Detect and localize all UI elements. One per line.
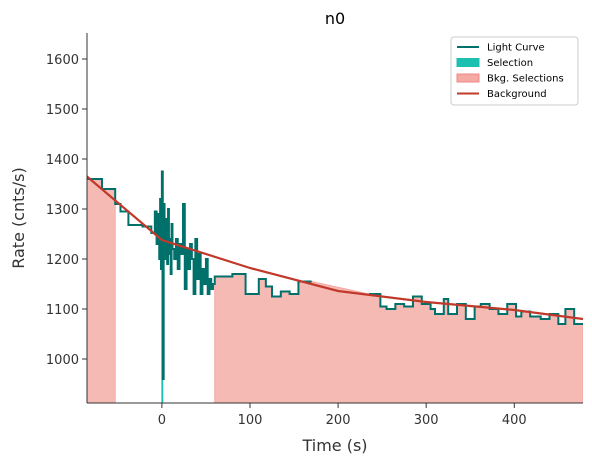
- y-tick-label: 1300: [46, 203, 79, 218]
- x-tick-label: 400: [502, 413, 527, 428]
- y-tick-label: 1200: [46, 253, 79, 268]
- bkg-selection-area: [87, 178, 116, 403]
- y-axis-label: Rate (cnts/s): [9, 167, 28, 269]
- y-tick-label: 1000: [46, 353, 79, 368]
- x-tick-label: 0: [158, 413, 166, 428]
- light-curve: [87, 170, 583, 380]
- legend-swatch: [456, 58, 480, 67]
- y-tick-label: 1500: [46, 103, 79, 118]
- x-tick-label: 300: [414, 413, 439, 428]
- plot-area: [87, 170, 583, 403]
- legend: Light Curve Selection Bkg. Selections Backg…: [450, 36, 579, 106]
- legend-label: Light Curve: [487, 43, 545, 54]
- y-tick-label: 1600: [46, 53, 79, 68]
- y-tick-label: 1400: [46, 153, 79, 168]
- bkg-selection-area: [214, 273, 583, 403]
- x-axis-label: Time (s): [301, 436, 367, 455]
- background-line: [87, 175, 583, 321]
- x-tick-label: 200: [326, 413, 351, 428]
- legend-label: Bkg. Selections: [487, 74, 564, 85]
- chart-title: n0: [325, 9, 345, 28]
- legend-swatch: [456, 73, 480, 83]
- legend-label: Background: [487, 89, 547, 100]
- x-tick-label: 100: [238, 413, 263, 428]
- legend-box: [450, 36, 579, 106]
- y-tick-label: 1100: [46, 303, 79, 318]
- legend-label: Selection: [487, 58, 533, 69]
